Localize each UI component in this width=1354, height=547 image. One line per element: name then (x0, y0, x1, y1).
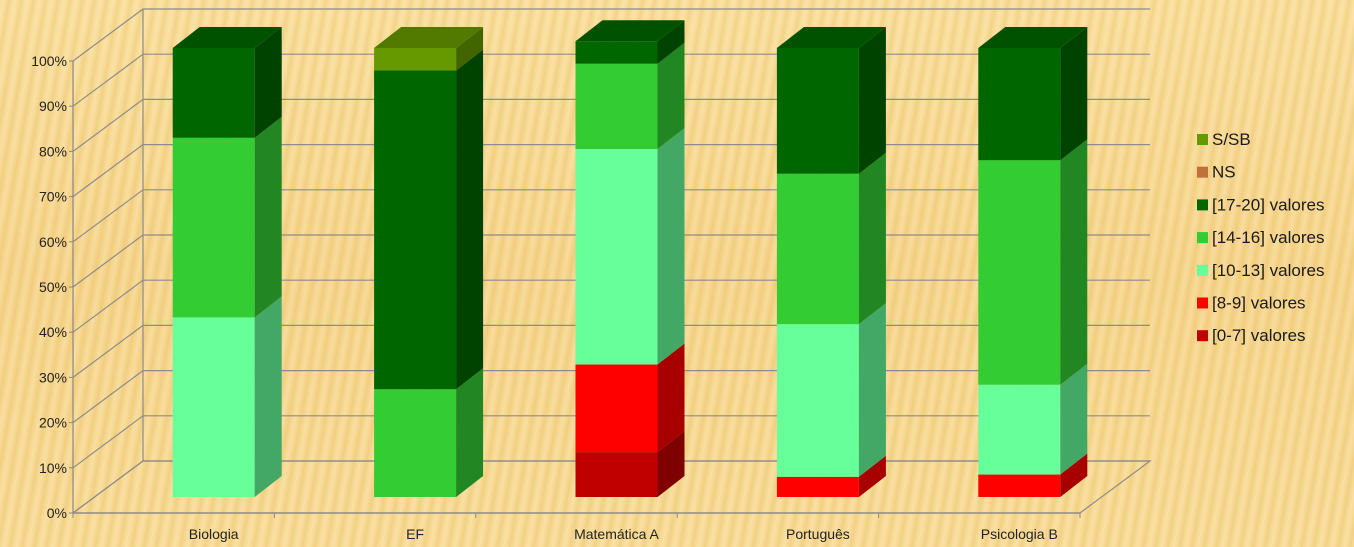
gridline-depth (72, 98, 144, 152)
y-tick-label: 0% (47, 505, 67, 521)
bar-segment (978, 160, 1061, 385)
y-tick-label: 60% (39, 234, 67, 250)
gridline-depth (72, 8, 144, 62)
bar-segment-side (657, 343, 685, 453)
legend-swatch (1197, 232, 1208, 244)
x-tick-label: Matemática A (574, 526, 659, 542)
bar-top (172, 27, 282, 48)
bar-segment (575, 364, 658, 453)
legend-swatch (1197, 330, 1208, 342)
legend-label: S/SB (1212, 130, 1251, 149)
legend-swatch (1197, 134, 1208, 145)
legend-label: [10-13] valores (1212, 261, 1324, 280)
bar-segment-side (657, 42, 685, 150)
bar-top (575, 20, 685, 42)
bar-segment-side (456, 49, 484, 390)
x-tick-label: Biologia (189, 526, 239, 542)
gridline-depth (72, 189, 144, 243)
bar-segment (374, 48, 457, 71)
y-tick-label: 50% (39, 279, 67, 295)
y-tick-label: 40% (39, 324, 67, 340)
legend-label: [0-7] valores (1212, 326, 1306, 345)
y-tick-label: 30% (39, 369, 67, 385)
y-tick-label: 70% (39, 189, 67, 205)
gridline-depth (72, 324, 144, 378)
legend-label: [14-16] valores (1212, 228, 1324, 247)
y-axis: 0% 10% 20% 30% 40% 50% 60% 70% 80% 90% 100% (31, 53, 74, 521)
bar-segment (374, 70, 457, 390)
y-tick-label: 100% (31, 53, 67, 69)
bar-stack (776, 27, 886, 497)
bar-segment-side (1060, 453, 1088, 497)
bar-segment-side (657, 20, 685, 64)
gridline-depth (72, 370, 144, 424)
legend-swatch (1197, 199, 1208, 211)
bar-segment (172, 48, 255, 138)
bar-segment (978, 48, 1061, 161)
bar-top (978, 27, 1088, 48)
x-axis: Biologia EF Matemática A Português Psicologi… (72, 512, 1081, 542)
x-tick-label: Psicologia B (981, 526, 1058, 542)
gridline-depth (72, 234, 144, 288)
bar-top (776, 27, 886, 48)
gridline-depth (72, 279, 144, 333)
bar-segment-side (657, 431, 685, 497)
gridline-depth (72, 144, 144, 198)
gridline-depth (72, 415, 144, 469)
bar-segment (978, 384, 1061, 475)
bar-segment-side (456, 27, 484, 71)
bar-segment (575, 149, 658, 365)
bar-segment (172, 317, 255, 497)
bar-segment (776, 324, 859, 477)
legend-swatch (1197, 297, 1208, 309)
bar-segment (172, 137, 255, 318)
bar-stack (978, 27, 1088, 497)
bar-segment-side (1060, 139, 1088, 385)
y-tick-label: 90% (39, 98, 67, 114)
bar-segment (776, 476, 859, 497)
bar-segment (978, 474, 1061, 497)
y-tick-label: 80% (39, 143, 67, 159)
bar-segment (374, 389, 457, 497)
bar-segment-side (1060, 363, 1088, 475)
bar-segment (776, 173, 859, 325)
bar-segment-side (858, 27, 886, 174)
bar-segment-side (1060, 27, 1088, 161)
bar-segment-side (657, 128, 685, 365)
bar-segment (575, 452, 658, 497)
bar-segment (575, 41, 658, 64)
gridline-depth (72, 53, 144, 107)
x-tick-label: Português (786, 526, 850, 542)
bar-segment (575, 63, 658, 150)
bar-stack (575, 20, 685, 497)
legend-label: [8-9] valores (1212, 294, 1306, 313)
x-tick-label: EF (406, 526, 424, 542)
bar-segment-side (858, 152, 886, 325)
bar-segment-side (254, 27, 282, 138)
bar-top (374, 27, 484, 48)
bar-segment-side (858, 303, 886, 477)
y-tick-label: 20% (39, 415, 67, 431)
bar-segment-side (254, 296, 282, 497)
bar-stack (172, 27, 282, 497)
y-tick-label: 10% (39, 460, 67, 476)
bar-segment (776, 48, 859, 174)
bar-stack (374, 27, 484, 497)
legend-label: NS (1212, 163, 1236, 182)
legend-label: [17-20] valores (1212, 195, 1324, 214)
legend: S/SB NS [17-20] valores [14-16] valores [10-… (1197, 130, 1324, 345)
bar-segment-side (254, 116, 282, 318)
bars (172, 20, 1088, 497)
bar-segment-side (858, 455, 886, 497)
legend-swatch (1197, 264, 1208, 276)
legend-swatch (1197, 166, 1208, 178)
bar-segment-side (456, 368, 484, 497)
